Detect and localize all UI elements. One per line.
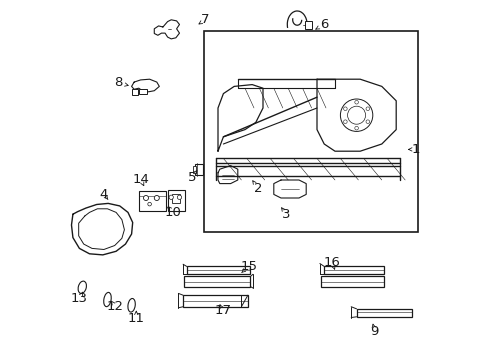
Bar (324, 266, 384, 274)
Circle shape (347, 106, 366, 124)
Bar (168, 190, 185, 211)
Bar (187, 266, 250, 274)
Bar (193, 166, 196, 173)
Text: 17: 17 (214, 304, 231, 317)
Bar (183, 295, 248, 307)
Text: 13: 13 (71, 292, 88, 305)
Circle shape (366, 120, 369, 123)
Text: 3: 3 (282, 208, 291, 221)
Text: 14: 14 (132, 173, 149, 186)
Circle shape (169, 195, 173, 199)
Text: 7: 7 (201, 13, 210, 26)
Bar (305, 21, 312, 29)
Text: 15: 15 (240, 260, 257, 273)
Circle shape (177, 195, 182, 199)
Text: 1: 1 (412, 143, 420, 156)
Circle shape (144, 195, 148, 201)
Bar (204, 31, 418, 232)
Text: 12: 12 (107, 300, 124, 313)
Text: 8: 8 (114, 76, 122, 89)
Bar (321, 276, 384, 287)
Text: 6: 6 (320, 18, 328, 31)
Text: 16: 16 (324, 256, 341, 269)
Circle shape (355, 126, 358, 130)
Text: 11: 11 (128, 312, 145, 325)
Bar (184, 276, 250, 287)
Bar (132, 89, 138, 95)
Circle shape (154, 195, 159, 201)
Circle shape (355, 100, 358, 104)
Text: 2: 2 (254, 183, 263, 195)
Circle shape (343, 120, 347, 123)
Circle shape (343, 107, 347, 111)
Text: 5: 5 (188, 171, 196, 184)
Circle shape (148, 202, 151, 206)
Ellipse shape (128, 298, 135, 312)
Bar (139, 191, 166, 211)
Circle shape (366, 107, 369, 111)
Ellipse shape (78, 281, 86, 293)
Ellipse shape (104, 292, 111, 307)
Circle shape (341, 99, 373, 131)
Text: 9: 9 (370, 325, 379, 338)
Bar (139, 89, 147, 94)
Bar (196, 164, 203, 175)
Text: 10: 10 (165, 206, 181, 219)
Bar (172, 194, 180, 203)
Bar (357, 309, 413, 317)
Text: 4: 4 (99, 188, 108, 201)
